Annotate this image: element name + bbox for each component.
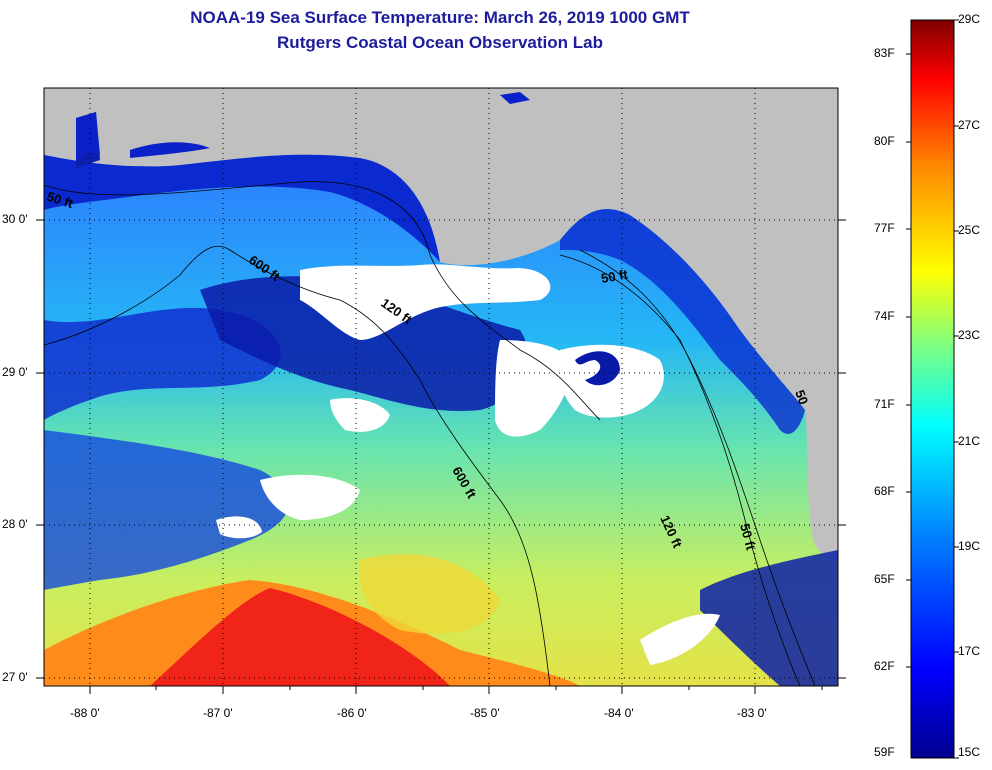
cold-band-south xyxy=(44,430,289,590)
depth-contours xyxy=(44,181,816,686)
colorbar xyxy=(910,19,955,759)
colorbar-f-80: 80F xyxy=(874,134,895,148)
colorbar-c-29: 29C xyxy=(958,12,981,26)
contour-label-50ft-south: 50 ft xyxy=(737,522,759,552)
contour-label-50-edge: 50 xyxy=(792,388,811,407)
coastal-cold-band xyxy=(44,154,440,262)
lat-label-29: 29 0' xyxy=(2,365,28,379)
southeast-cold-patch xyxy=(700,550,838,686)
lat-label-30: 30 0' xyxy=(2,212,28,226)
colorbar-f-68: 68F xyxy=(874,484,895,498)
colorbar-f-74: 74F xyxy=(874,309,895,323)
colorbar-c-17: 17C xyxy=(958,644,981,658)
colorbar-f-71: 71F xyxy=(874,397,895,411)
axis-ticks xyxy=(36,219,846,694)
lon-label-85: -85 0' xyxy=(470,706,500,720)
colorbar-f-65: 65F xyxy=(874,572,895,586)
colorbar-f-62: 62F xyxy=(874,659,895,673)
warm-yellow-patch xyxy=(359,554,500,634)
lon-label-83: -83 0' xyxy=(737,706,767,720)
lon-label-84: -84 0' xyxy=(604,706,634,720)
colorbar-c-19: 19C xyxy=(958,539,981,553)
east-cold-band xyxy=(560,209,805,434)
lat-label-28: 28 0' xyxy=(2,517,28,531)
contour-label-50ft-east: 50 ft xyxy=(600,266,630,286)
colorbar-c-25: 25C xyxy=(958,223,981,237)
lon-label-86: -86 0' xyxy=(337,706,367,720)
colorbar-c-23: 23C xyxy=(958,328,981,342)
hot-water-core xyxy=(150,588,450,686)
map-frame xyxy=(43,87,839,687)
lon-label-87: -87 0' xyxy=(203,706,233,720)
cold-eddy-center xyxy=(200,276,528,411)
cold-eddy-loop xyxy=(575,351,620,386)
lon-label-88: -88 0' xyxy=(70,706,100,720)
land-north xyxy=(100,88,838,545)
map-subtitle: Rutgers Coastal Ocean Observation Lab xyxy=(277,33,603,52)
map-title: NOAA-19 Sea Surface Temperature: March 2… xyxy=(190,8,690,27)
colorbar-c-21: 21C xyxy=(958,434,981,448)
colorbar-c-27: 27C xyxy=(958,118,981,132)
colorbar-f-83: 83F xyxy=(874,46,895,60)
colorbar-c-15: 15C xyxy=(958,745,981,759)
colorbar-f-59: 59F xyxy=(874,745,895,759)
colorbar-f-77: 77F xyxy=(874,221,895,235)
colorbar-ticks xyxy=(906,19,959,759)
lat-label-27: 27 0' xyxy=(2,670,28,684)
